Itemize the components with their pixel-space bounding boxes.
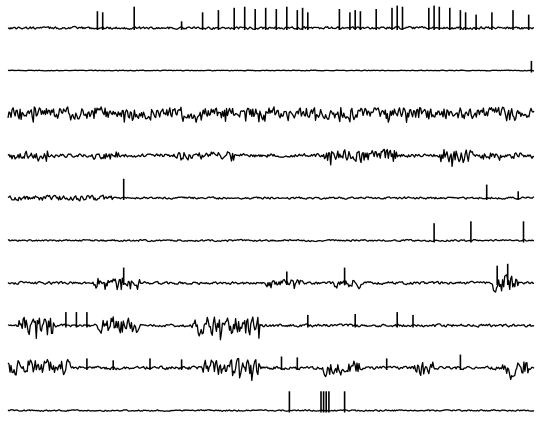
trace-6-line	[7, 238, 535, 243]
traces-group	[7, 5, 535, 413]
trace-5-line	[7, 194, 535, 202]
trace-9-line	[7, 357, 535, 382]
trace-4-line	[7, 148, 535, 168]
trace-8-line	[7, 316, 535, 341]
trace-2-line	[7, 69, 534, 72]
trace-7-line	[7, 274, 535, 293]
trace-3-line	[7, 106, 535, 123]
trace-10-line	[7, 409, 535, 412]
trace-1-line	[7, 25, 535, 31]
